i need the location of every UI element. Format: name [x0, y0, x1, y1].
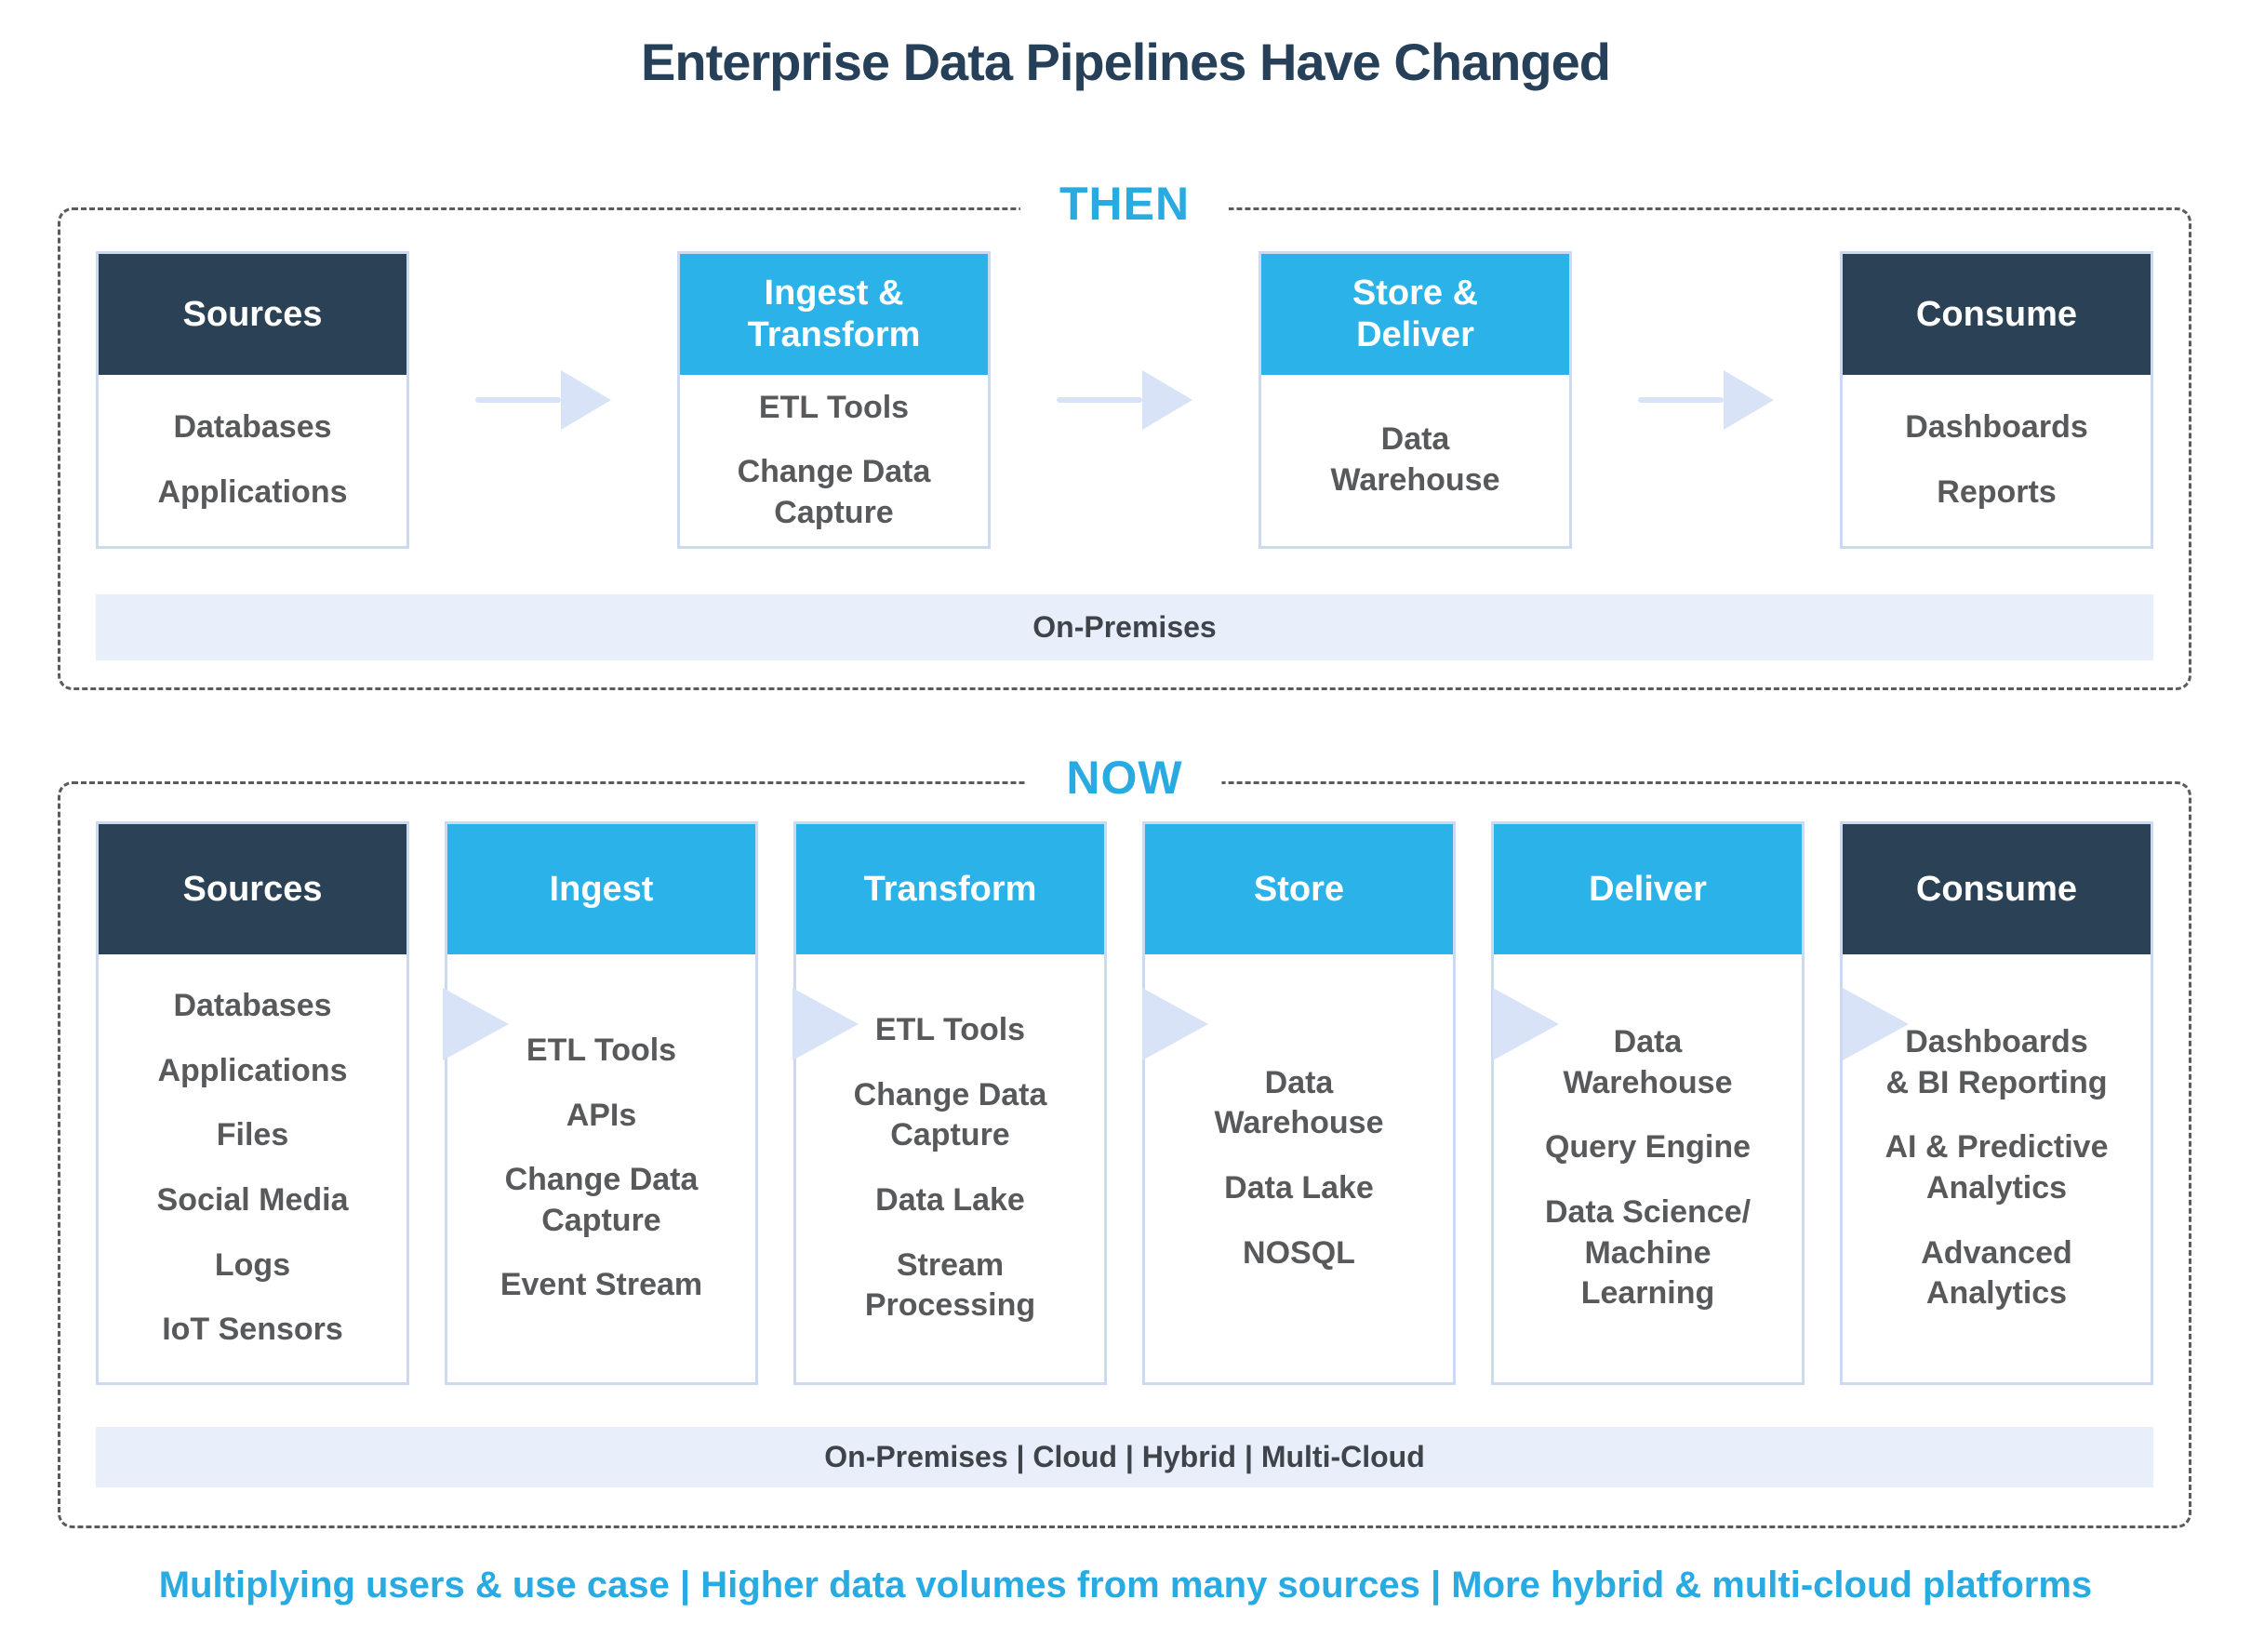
now-section: NOW Sources Databases Applications Files…	[58, 751, 2191, 1528]
pipeline-item: Query Engine	[1544, 1129, 1752, 1166]
pipeline-item: Event Stream	[499, 1267, 703, 1303]
chevron-right-icon	[793, 988, 859, 1060]
now-box-deliver-header: Deliver	[1494, 824, 1802, 954]
pipeline-item: Dashboards	[1905, 409, 2088, 446]
flow-arrow-gap	[1572, 251, 1840, 549]
then-box-consume-body: Dashboards Reports	[1843, 375, 2151, 546]
now-box-transform-body: ETL Tools Change Data Capture Data Lake …	[796, 954, 1104, 1382]
pipeline-item: Logs	[214, 1246, 291, 1283]
chevron-right-icon	[443, 988, 509, 1060]
pipeline-item: Databases	[173, 409, 332, 446]
right-arrow-icon	[475, 370, 611, 430]
pipeline-item: Applications	[157, 1052, 348, 1088]
now-platform-bar: On-Premises | Cloud | Hybrid | Multi-Clo…	[96, 1427, 2153, 1487]
page-footer: Multiplying users & use case | Higher da…	[158, 1565, 2093, 1605]
now-box-deliver: Deliver Data Warehouse Query Engine Data…	[1491, 821, 1805, 1385]
arrow-shaft	[1638, 397, 1724, 403]
now-box-consume: Consume Dashboards & BI Reporting AI & P…	[1840, 821, 2153, 1385]
chevron-right-icon	[1843, 988, 1909, 1060]
chevron-right-icon	[1493, 988, 1559, 1060]
pipeline-item: ETL Tools	[758, 389, 910, 425]
pipeline-item: Data Warehouse	[1214, 1064, 1384, 1141]
then-box-sources: Sources Databases Applications	[96, 251, 409, 549]
then-platform-bar: On-Premises	[96, 594, 2153, 660]
pipeline-item: Dashboards & BI Reporting	[1885, 1024, 2108, 1100]
right-arrow-icon	[1638, 370, 1774, 430]
then-label: THEN	[1019, 177, 1230, 231]
chevron-right-icon	[1142, 988, 1208, 1060]
arrow-head	[1724, 370, 1774, 430]
pipeline-item: NOSQL	[1243, 1234, 1355, 1271]
pipeline-item: Change Data Capture	[853, 1076, 1047, 1153]
pipeline-item: Stream Processing	[864, 1246, 1036, 1324]
pipeline-item: Advanced Analytics	[1921, 1234, 2072, 1312]
pipeline-item: Data Warehouse	[1330, 421, 1500, 498]
pipeline-item: ETL Tools	[526, 1032, 677, 1069]
arrow-shaft	[475, 397, 561, 403]
then-box-consume: Consume Dashboards Reports	[1840, 251, 2153, 549]
page-title: Enterprise Data Pipelines Have Changed	[641, 33, 1611, 91]
right-arrow-icon	[1057, 370, 1192, 430]
then-box-ingest-transform-body: ETL Tools Change Data Capture	[680, 375, 988, 546]
now-box-store-header: Store	[1145, 824, 1453, 954]
now-box-consume-body: Dashboards & BI Reporting AI & Predictiv…	[1843, 954, 2151, 1382]
now-box-sources: Sources Databases Applications Files Soc…	[96, 821, 409, 1385]
pipeline-item: IoT Sensors	[162, 1312, 343, 1348]
flow-arrow-gap	[991, 251, 1259, 549]
flow-arrow-gap	[409, 251, 677, 549]
pipeline-item: Files	[216, 1117, 289, 1153]
then-box-consume-header: Consume	[1843, 254, 2151, 375]
then-pipeline-row: Sources Databases Applications Ingest & …	[96, 251, 2153, 549]
now-label: NOW	[1027, 751, 1222, 805]
pipeline-item: Change Data Capture	[504, 1162, 699, 1238]
now-box-ingest-header: Ingest	[447, 824, 755, 954]
arrow-head	[561, 370, 611, 430]
pipeline-item: Applications	[157, 474, 348, 510]
then-box-store-deliver: Store & Deliver Data Warehouse	[1259, 251, 1572, 549]
then-box-sources-body: Databases Applications	[99, 375, 406, 546]
then-box-ingest-transform: Ingest & Transform ETL Tools Change Data…	[677, 251, 991, 549]
pipeline-item: Change Data Capture	[737, 454, 931, 530]
pipeline-item: ETL Tools	[874, 1012, 1026, 1048]
now-box-consume-header: Consume	[1843, 824, 2151, 954]
then-section: THEN Sources Databases Applications Inge…	[58, 177, 2191, 690]
now-box-sources-body: Databases Applications Files Social Medi…	[99, 954, 406, 1382]
pipeline-item: Social Media	[156, 1182, 349, 1218]
now-box-transform: Transform ETL Tools Change Data Capture …	[793, 821, 1107, 1385]
arrow-shaft	[1057, 397, 1142, 403]
pipeline-item: APIs	[566, 1097, 637, 1133]
pipeline-item: Data Lake	[875, 1182, 1025, 1218]
now-box-deliver-body: Data Warehouse Query Engine Data Science…	[1494, 954, 1802, 1382]
pipeline-item: Databases	[173, 988, 332, 1024]
pipeline-item: AI & Predictive Analytics	[1885, 1129, 2109, 1206]
then-box-ingest-transform-header: Ingest & Transform	[680, 254, 988, 375]
now-box-store-body: Data Warehouse Data Lake NOSQL	[1145, 954, 1453, 1382]
pipeline-item: Reports	[1937, 474, 2057, 510]
now-box-sources-header: Sources	[99, 824, 406, 954]
pipeline-item: Data Warehouse	[1563, 1024, 1733, 1100]
then-box-store-deliver-body: Data Warehouse	[1261, 375, 1569, 546]
then-box-store-deliver-header: Store & Deliver	[1261, 254, 1569, 375]
pipeline-item: Data Science/ Machine Learning	[1544, 1194, 1752, 1312]
now-box-store: Store Data Warehouse Data Lake NOSQL	[1142, 821, 1456, 1385]
now-pipeline-row: Sources Databases Applications Files Soc…	[96, 821, 2153, 1385]
now-box-transform-header: Transform	[796, 824, 1104, 954]
now-box-ingest-body: ETL Tools APIs Change Data Capture Event…	[447, 954, 755, 1382]
then-box-sources-header: Sources	[99, 254, 406, 375]
arrow-head	[1142, 370, 1192, 430]
pipeline-item: Data Lake	[1224, 1170, 1374, 1206]
now-box-ingest: Ingest ETL Tools APIs Change Data Captur…	[445, 821, 758, 1385]
